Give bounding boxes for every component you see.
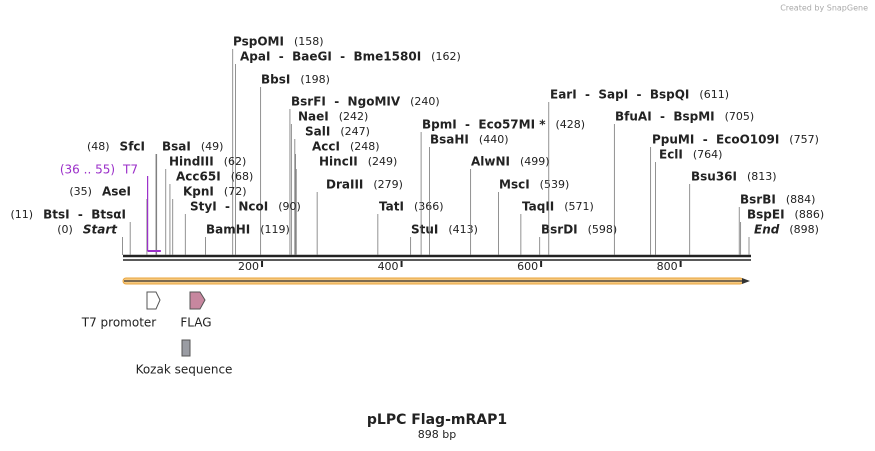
enzyme-name: HincII	[319, 155, 358, 169]
ruler-label: 600	[517, 260, 538, 273]
site-label: (0)	[57, 223, 73, 236]
enzyme-name: HindIII	[169, 155, 214, 169]
site-label: (611)	[699, 88, 729, 101]
site-label: (62)	[224, 155, 247, 168]
site-label: (198)	[300, 73, 330, 86]
feature-label: FLAG	[180, 316, 211, 330]
feature-label: T7 promoter	[81, 316, 157, 330]
enzyme-name: BpmI - Eco57MI *	[422, 118, 546, 132]
enzyme-name: BamHI	[206, 223, 250, 237]
site-label: (248)	[350, 140, 380, 153]
enzyme-name: StuI	[411, 223, 438, 237]
orf-arrow	[742, 278, 750, 284]
credit: Created by SnapGene	[780, 4, 868, 13]
site-label: (162)	[431, 50, 461, 63]
enzyme-name: BsrBI	[740, 193, 776, 207]
enzyme-name: ApaI - BaeGI - Bme1580I	[240, 50, 421, 64]
enzyme-name: AlwNI	[471, 155, 510, 169]
enzyme-name: TatI	[379, 200, 404, 214]
enzyme-name: BbsI	[261, 73, 290, 87]
site-label: (539)	[540, 178, 570, 191]
ruler-label: 800	[657, 260, 678, 273]
enzyme-name: SfcI	[120, 140, 145, 154]
site-label: (428)	[556, 118, 586, 131]
site-label: (886)	[795, 208, 825, 221]
ruler-label: 400	[378, 260, 399, 273]
enzyme-name: BsrFI - NgoMIV	[291, 95, 401, 109]
kozak-box	[181, 339, 191, 357]
site-label: (764)	[693, 148, 723, 161]
enzyme-name: EclI	[659, 148, 683, 162]
site-label: (158)	[294, 35, 324, 48]
enzyme-name: End	[754, 223, 780, 237]
site-label: (247)	[340, 125, 370, 138]
enzyme-name: BtsI - BtsαI	[43, 208, 126, 222]
flag-arrow	[189, 291, 206, 310]
site-label: (240)	[410, 95, 440, 108]
site-label: (119)	[260, 223, 290, 236]
subtitle: 898 bp	[418, 428, 456, 441]
enzyme-name: SalI	[305, 125, 330, 139]
site-label: (279)	[373, 178, 403, 191]
feature-label: Kozak sequence	[136, 363, 233, 377]
enzyme-name: DraIII	[326, 178, 363, 192]
t7-promoter-arrow	[146, 291, 161, 310]
site-label: (813)	[747, 170, 777, 183]
site-label: (884)	[786, 193, 816, 206]
enzyme-name: NaeI	[298, 110, 329, 124]
title: pLPC Flag-mRAP1	[367, 412, 507, 428]
site-label: (249)	[368, 155, 398, 168]
enzyme-name: MscI	[499, 178, 530, 192]
enzyme-name: AccI	[312, 140, 340, 154]
site-label: (413)	[448, 223, 478, 236]
site-label: (598)	[588, 223, 618, 236]
enzyme-name: BsaI	[162, 140, 191, 154]
enzyme-name: KpnI	[183, 185, 214, 199]
site-label: (90)	[278, 200, 301, 213]
enzyme-name: Acc65I	[176, 170, 221, 184]
site-label: (571)	[564, 200, 594, 213]
site-label: (440)	[479, 133, 509, 146]
site-label: (366)	[414, 200, 444, 213]
enzyme-name: Start	[83, 223, 118, 237]
site-label: (72)	[224, 185, 247, 198]
primer-name: T7	[122, 163, 138, 177]
ruler-label: 200	[238, 260, 259, 273]
site-label: (49)	[201, 140, 224, 153]
site-label: (48)	[87, 140, 110, 153]
primer-range: (36 .. 55)	[60, 163, 115, 177]
site-label: (35)	[69, 185, 92, 198]
enzyme-name: EarI - SapI - BspQI	[550, 88, 689, 102]
site-label: (68)	[231, 170, 254, 183]
enzyme-name: BsrDI	[541, 223, 578, 237]
enzyme-name: PspOMI	[233, 35, 284, 49]
site-label: (499)	[520, 155, 550, 168]
enzyme-name: BspEI	[747, 208, 785, 222]
site-label: (898)	[789, 223, 819, 236]
site-label: (705)	[725, 110, 755, 123]
site-label: (757)	[789, 133, 819, 146]
enzyme-name: StyI - NcoI	[190, 200, 268, 214]
enzyme-name: BsaHI	[430, 133, 469, 147]
enzyme-name: AseI	[102, 185, 131, 199]
enzyme-name: Bsu36I	[691, 170, 737, 184]
site-label: (11)	[10, 208, 33, 221]
enzyme-name: TaqII	[522, 200, 554, 214]
enzyme-name: BfuAI - BspMI	[615, 110, 715, 124]
site-label: (242)	[339, 110, 369, 123]
enzyme-name: PpuMI - EcoO109I	[652, 133, 779, 147]
